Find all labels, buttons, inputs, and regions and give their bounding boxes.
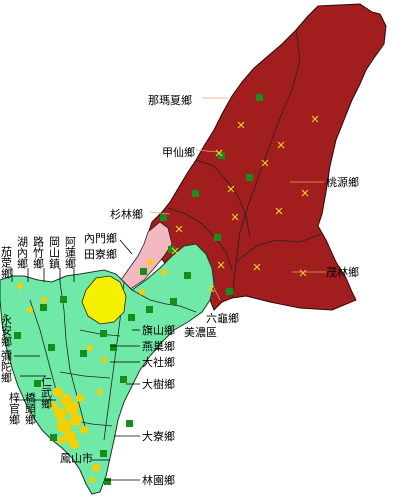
- label-daliao: 大寮鄉: [142, 429, 175, 443]
- label-luzhu: 路竹鄉: [32, 236, 45, 269]
- label-meinong: 美濃區: [184, 325, 217, 339]
- leader-lines: [11, 97, 326, 481]
- label-hunei: 湖內鄉: [16, 236, 29, 269]
- label-yanchao: 燕巢鄉: [142, 340, 175, 353]
- label-shanlin: 杉林鄉: [110, 207, 143, 221]
- highlight-district[interactable]: [81, 275, 127, 325]
- vertical-labels-left: 永安鄉 彌陀鄉 梓官鄉 橋頭鄉 仁武鄉: [0, 313, 53, 425]
- label-yongan: 永安鄉: [0, 313, 13, 347]
- label-maolin: 茂林鄉: [326, 265, 359, 279]
- urban-cluster: [17, 259, 167, 483]
- pink-district[interactable]: [117, 221, 173, 293]
- label-neimen: 內門鄉: [84, 232, 117, 245]
- label-gangshan: 岡山鎮: [48, 236, 61, 270]
- label-alian: 阿蓮鄉: [64, 236, 77, 269]
- label-dashu: 大樹鄉: [142, 377, 175, 391]
- label-jiaxian: 甲仙鄉: [162, 146, 195, 159]
- label-qiaotou: 橋頭鄉: [24, 391, 37, 425]
- district-labels: 那瑪夏鄉 甲仙鄉 桃源鄉 杉林鄉 茂林鄉 六龜鄉 美濃區 內門鄉 田寮鄉 旗山鄉…: [60, 94, 359, 487]
- label-renwu: 仁武鄉: [40, 376, 53, 409]
- label-mituo: 彌陀鄉: [0, 350, 13, 383]
- label-tianliao: 田寮鄉: [84, 247, 117, 261]
- mountain-region[interactable]: [147, 3, 387, 311]
- label-taoyuan: 桃源鄉: [326, 175, 359, 189]
- label-namaxia: 那瑪夏鄉: [148, 94, 192, 107]
- label-linyuan: 林園鄉: [142, 473, 175, 487]
- label-fengshan: 鳳山市: [60, 451, 93, 465]
- label-qieding: 茄萣鄉: [0, 245, 13, 279]
- label-ziguan: 梓官鄉: [8, 391, 21, 425]
- label-dashe: 大社鄉: [142, 355, 175, 369]
- label-qishan: 旗山鄉: [142, 323, 175, 337]
- vertical-labels-top: 茄萣鄉 湖內鄉 路竹鄉 岡山鎮 阿蓮鄉: [0, 236, 77, 279]
- cross-markers: [171, 115, 319, 293]
- label-liugui: 六龜鄉: [206, 312, 239, 325]
- plain-region[interactable]: [0, 243, 215, 495]
